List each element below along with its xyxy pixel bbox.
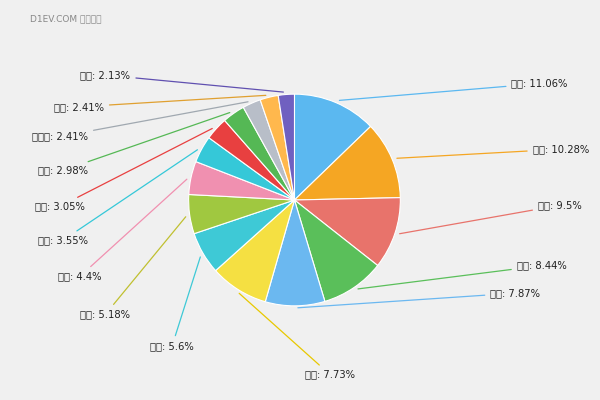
Text: 山西: 7.87%: 山西: 7.87% <box>298 288 541 308</box>
Wedge shape <box>278 94 295 200</box>
Text: 河北: 11.06%: 河北: 11.06% <box>340 78 568 100</box>
Text: 天津: 2.13%: 天津: 2.13% <box>80 70 283 92</box>
Wedge shape <box>260 96 295 200</box>
Text: 浙江: 4.4%: 浙江: 4.4% <box>58 179 187 281</box>
Text: D1EV.COM 第一电动: D1EV.COM 第一电动 <box>30 15 101 24</box>
Wedge shape <box>295 126 400 200</box>
Wedge shape <box>295 198 400 266</box>
Wedge shape <box>209 120 295 200</box>
Wedge shape <box>295 94 371 200</box>
Text: 黑龙江: 2.41%: 黑龙江: 2.41% <box>32 102 248 142</box>
Text: 河南: 5.18%: 河南: 5.18% <box>80 217 186 319</box>
Text: 福建: 3.05%: 福建: 3.05% <box>35 128 212 211</box>
Wedge shape <box>295 200 377 301</box>
Text: 上海: 3.55%: 上海: 3.55% <box>38 150 197 245</box>
Wedge shape <box>224 107 295 200</box>
Text: 北京: 8.44%: 北京: 8.44% <box>358 261 566 289</box>
Text: 山东: 10.28%: 山东: 10.28% <box>397 144 589 158</box>
Wedge shape <box>265 200 325 306</box>
Text: 江苏: 7.73%: 江苏: 7.73% <box>239 293 355 380</box>
Wedge shape <box>215 200 295 302</box>
Wedge shape <box>194 200 295 271</box>
Wedge shape <box>189 162 295 200</box>
Text: 湖南: 2.98%: 湖南: 2.98% <box>38 112 230 175</box>
Text: 广东: 9.5%: 广东: 9.5% <box>400 200 581 234</box>
Text: 辽宁: 5.6%: 辽宁: 5.6% <box>150 257 200 351</box>
Wedge shape <box>188 194 295 234</box>
Wedge shape <box>244 100 295 200</box>
Text: 安徽: 2.41%: 安徽: 2.41% <box>54 95 266 112</box>
Wedge shape <box>196 138 295 200</box>
